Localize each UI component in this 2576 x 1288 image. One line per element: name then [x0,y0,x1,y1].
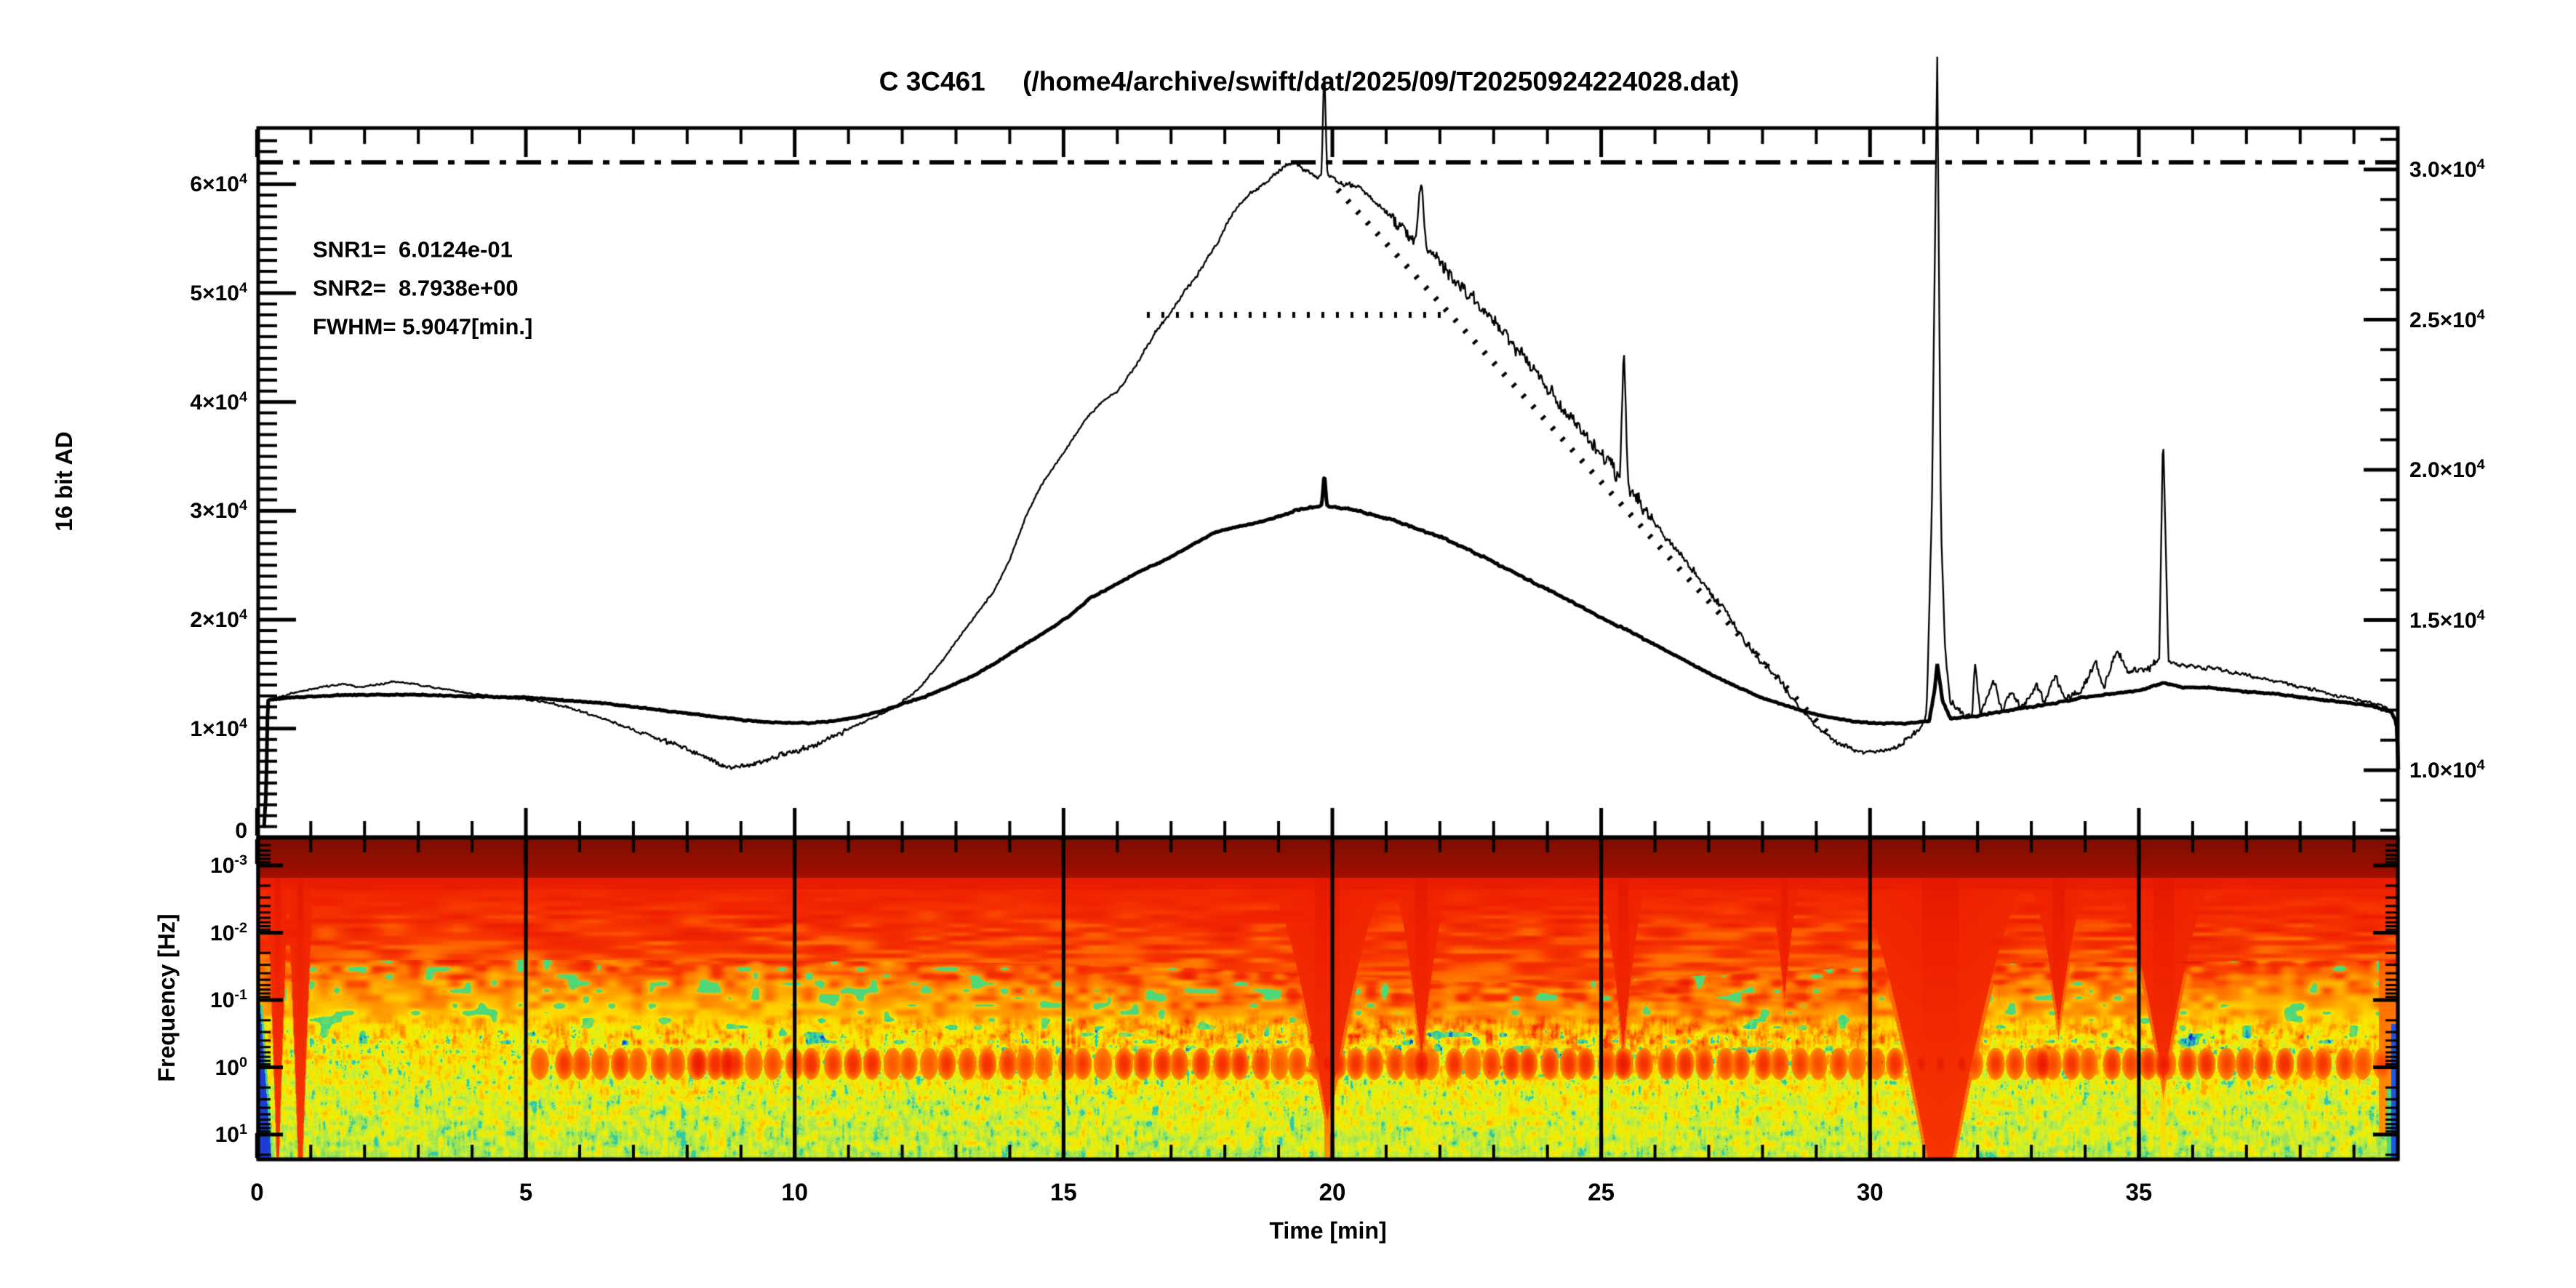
y-right-tick-label: 2.5×104 [2409,306,2485,332]
y-right-tick-label: 1.0×104 [2409,757,2485,783]
x-tick-label: 25 [1588,1178,1615,1206]
y-axis-label-top-plot: 16 bit AD [51,431,77,532]
y-right-tick-label: 2.0×104 [2409,457,2485,482]
y-axis-label-spectrogram: Frequency [Hz] [153,913,180,1082]
y-left-tick-label: 2×104 [190,607,247,633]
y-left-tick-label: 1×104 [190,715,247,741]
x-tick-label: 0 [250,1178,264,1206]
y-right-tick-label: 3.0×104 [2409,156,2485,182]
freq-tick-label: 10-2 [210,919,247,945]
plot-title: C 3C461 (/home4/archive/swift/dat/2025/0… [879,66,1740,97]
y-left-tick-label: 6×104 [190,171,247,197]
x-tick-label: 20 [1319,1178,1346,1206]
annotation-snr2: SNR2= 8.7938e+00 [313,275,519,301]
annotation-snr1: SNR1= 6.0124e-01 [313,236,513,263]
x-tick-label: 10 [781,1178,809,1206]
freq-tick-label: 10-3 [210,852,247,878]
annotation-fwhm: FWHM= 5.9047[min.] [313,313,533,340]
x-axis-label: Time [min] [1269,1217,1387,1244]
x-tick-label: 35 [2125,1178,2153,1206]
x-tick-label: 30 [1856,1178,1884,1206]
freq-tick-label: 10-1 [210,987,247,1012]
freq-tick-label: 100 [215,1054,247,1080]
y-left-tick-label: 0 [235,819,247,843]
y-left-tick-label: 4×104 [190,388,247,415]
freq-tick-label: 101 [215,1121,247,1147]
y-right-tick-label: 1.5×104 [2409,607,2485,633]
x-tick-label: 5 [519,1178,533,1206]
y-left-tick-label: 3×104 [190,497,247,524]
y-left-tick-label: 5×104 [190,280,247,305]
x-tick-label: 15 [1049,1178,1077,1206]
